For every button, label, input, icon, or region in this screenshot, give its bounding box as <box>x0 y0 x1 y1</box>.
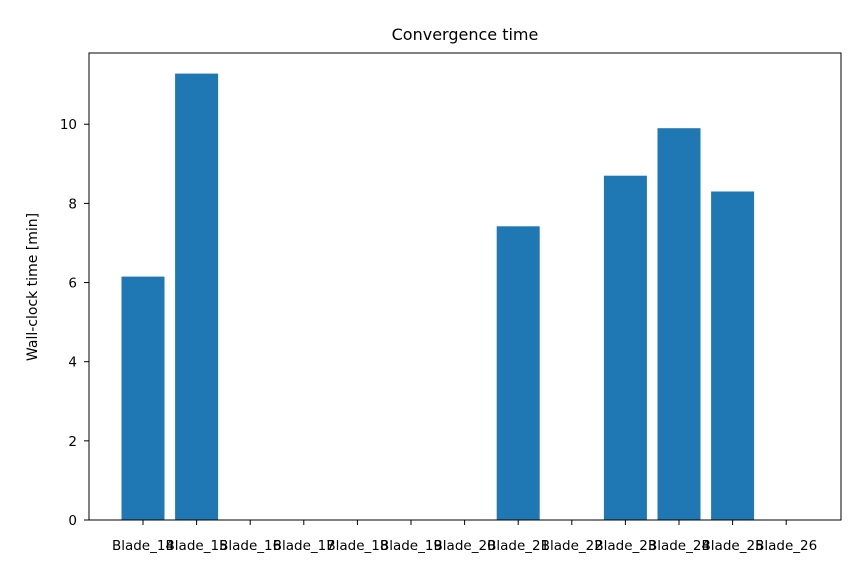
x-tick-label: Blade_25 <box>702 538 764 554</box>
y-ticks: 0 2 4 6 8 10 <box>60 117 89 529</box>
plot-frame <box>88 52 842 521</box>
x-tick-label: Blade_14 <box>112 538 174 554</box>
y-tick-label: 8 <box>68 196 77 212</box>
y-tick-label: 0 <box>68 513 77 529</box>
x-tick-label: Blade_15 <box>166 538 228 554</box>
bar-blade-25 <box>711 191 755 520</box>
x-tick-label: Blade_20 <box>434 538 496 554</box>
y-tick-label: 2 <box>68 434 77 450</box>
bar-blade-14 <box>121 276 165 520</box>
x-tick-label: Blade_24 <box>648 538 710 554</box>
y-tick-label: 4 <box>68 355 77 371</box>
x-tick-label: Blade_22 <box>541 538 603 554</box>
chart-title: Convergence time <box>392 25 539 44</box>
y-axis-label: Wall-clock time [min] <box>25 213 41 361</box>
x-tick-label: Blade_19 <box>380 538 442 554</box>
x-tick-label: Blade_18 <box>326 538 388 554</box>
bars <box>121 73 755 521</box>
bar-blade-23 <box>603 175 647 520</box>
x-tick-label: Blade_23 <box>594 538 656 554</box>
bar-blade-21 <box>496 226 540 521</box>
x-tick-label: Blade_17 <box>273 538 335 554</box>
x-tick-label: Blade_26 <box>755 538 817 554</box>
x-tick-label: Blade_16 <box>219 538 281 554</box>
bar-blade-15 <box>175 73 219 520</box>
x-tick-label: Blade_21 <box>487 538 549 554</box>
y-tick-label: 10 <box>60 117 77 133</box>
x-ticks: Blade_14Blade_15Blade_16Blade_17Blade_18… <box>112 520 817 554</box>
bar-blade-24 <box>657 128 701 520</box>
y-tick-label: 6 <box>68 276 77 292</box>
